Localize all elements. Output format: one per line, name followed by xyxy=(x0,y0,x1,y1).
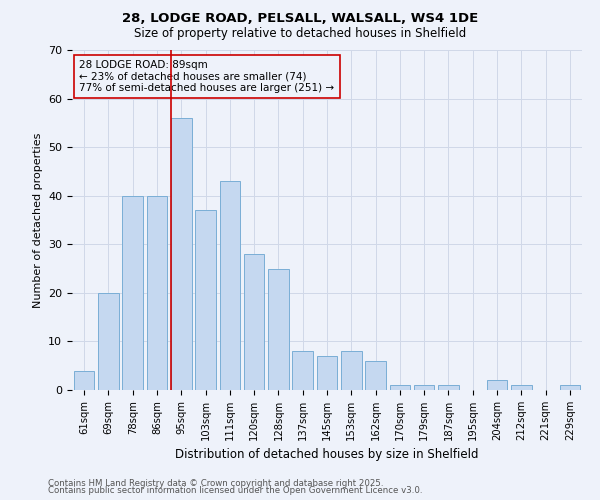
Y-axis label: Number of detached properties: Number of detached properties xyxy=(32,132,43,308)
Bar xyxy=(511,385,532,390)
Bar xyxy=(244,254,265,390)
Bar xyxy=(171,118,191,390)
Bar xyxy=(146,196,167,390)
Text: Size of property relative to detached houses in Shelfield: Size of property relative to detached ho… xyxy=(134,28,466,40)
Bar xyxy=(195,210,216,390)
X-axis label: Distribution of detached houses by size in Shelfield: Distribution of detached houses by size … xyxy=(175,448,479,462)
Bar xyxy=(341,351,362,390)
Bar xyxy=(74,370,94,390)
Bar xyxy=(438,385,459,390)
Text: Contains HM Land Registry data © Crown copyright and database right 2025.: Contains HM Land Registry data © Crown c… xyxy=(48,478,383,488)
Bar xyxy=(122,196,143,390)
Bar xyxy=(317,356,337,390)
Bar xyxy=(268,268,289,390)
Bar xyxy=(487,380,508,390)
Bar xyxy=(414,385,434,390)
Text: Contains public sector information licensed under the Open Government Licence v3: Contains public sector information licen… xyxy=(48,486,422,495)
Bar xyxy=(389,385,410,390)
Bar xyxy=(220,181,240,390)
Bar xyxy=(365,361,386,390)
Text: 28, LODGE ROAD, PELSALL, WALSALL, WS4 1DE: 28, LODGE ROAD, PELSALL, WALSALL, WS4 1D… xyxy=(122,12,478,26)
Text: 28 LODGE ROAD: 89sqm
← 23% of detached houses are smaller (74)
77% of semi-detac: 28 LODGE ROAD: 89sqm ← 23% of detached h… xyxy=(79,60,334,93)
Bar xyxy=(98,293,119,390)
Bar xyxy=(292,351,313,390)
Bar xyxy=(560,385,580,390)
